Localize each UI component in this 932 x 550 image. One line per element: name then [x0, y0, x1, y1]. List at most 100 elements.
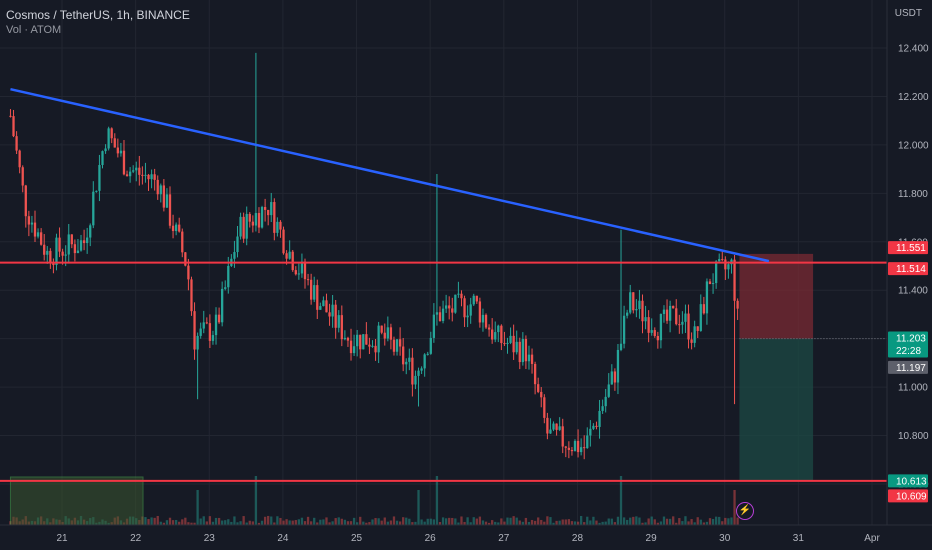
volume-bar: [687, 521, 690, 525]
candle-body: [549, 429, 552, 434]
price-tag-label: 11.551: [896, 243, 926, 254]
trendline: [10, 87, 770, 263]
candle-body: [705, 281, 709, 314]
candle-body: [147, 174, 150, 180]
volume-bar: [208, 516, 212, 525]
candle-body: [328, 312, 331, 317]
candle-body: [377, 325, 380, 353]
volume-bar: [340, 518, 343, 525]
volume-bar: [368, 522, 371, 525]
volume-bar: [527, 521, 531, 525]
candle-body: [380, 325, 383, 333]
candle-body: [481, 314, 485, 323]
volume-bar: [570, 521, 574, 525]
candle-body: [696, 326, 699, 331]
candle-body: [564, 446, 567, 448]
volume-bar: [730, 517, 733, 525]
volume-bar: [214, 517, 218, 525]
candle-body: [227, 265, 230, 288]
volume-bar: [187, 522, 190, 525]
time-tick-label: 24: [277, 533, 289, 544]
candle-body: [693, 326, 696, 343]
candle-body: [708, 281, 712, 285]
price-tick-label: 11.800: [898, 189, 928, 200]
candle-body: [598, 410, 601, 427]
volume-bar: [221, 520, 224, 525]
volume-bar: [650, 516, 653, 525]
volume-bar: [199, 518, 202, 525]
candle-body: [733, 259, 736, 301]
candle-body: [43, 244, 46, 255]
candle-body: [276, 221, 279, 233]
candle-body: [491, 329, 494, 340]
candle-body: [282, 229, 285, 254]
candle-body: [233, 252, 236, 259]
candle-body: [613, 371, 617, 383]
volume-bar: [359, 516, 362, 525]
candle-body: [681, 321, 684, 325]
candle-body: [18, 150, 21, 168]
candle-body: [414, 375, 417, 385]
volume-bar: [533, 520, 537, 525]
candle-body: [171, 225, 175, 232]
volume-bar: [279, 517, 282, 525]
candle-body: [540, 391, 543, 398]
volume-bar: [389, 520, 393, 525]
candle-body: [607, 384, 610, 397]
volume-bar: [718, 516, 721, 525]
candle-body: [15, 136, 18, 151]
volume-bar: [297, 519, 301, 525]
candle-body: [555, 423, 558, 430]
candle-body: [279, 221, 282, 230]
volume-bar: [211, 521, 215, 525]
price-tick-label: 12.000: [898, 140, 929, 151]
volume-bar: [444, 518, 448, 525]
volume-bar: [736, 517, 739, 525]
volume-bar: [595, 520, 598, 525]
price-tag: [888, 241, 928, 255]
volume-bar: [174, 519, 178, 525]
volume-bar: [592, 516, 595, 525]
volume-bar: [405, 517, 408, 525]
volume-bar: [362, 521, 365, 525]
candle-body: [576, 440, 580, 453]
candle-body: [73, 244, 77, 254]
candle-body: [263, 207, 267, 210]
candle-body: [718, 259, 721, 262]
candle-body: [92, 191, 95, 226]
volume-bar: [549, 517, 552, 525]
volume-bar: [352, 517, 356, 525]
candle-body: [561, 426, 564, 447]
candle-body: [668, 305, 672, 321]
volume-bar: [573, 521, 577, 525]
volume-bar: [438, 522, 442, 525]
candle-body: [291, 251, 294, 271]
price-tag-label: 10.609: [896, 491, 927, 502]
price-tick-label: 12.400: [898, 44, 929, 55]
candle-body: [24, 185, 27, 217]
volume-bar: [426, 518, 429, 525]
volume-bar: [343, 519, 347, 525]
candle-body: [132, 170, 135, 172]
time-tick-label: 27: [498, 533, 510, 544]
candle-body: [9, 115, 12, 117]
stop-loss-zone: [739, 253, 814, 339]
price-tag-label: 11.197: [896, 363, 926, 374]
lightning-icon[interactable]: ⚡: [736, 502, 754, 520]
candle-body: [586, 435, 589, 449]
volume-bar: [555, 520, 558, 525]
volume-bar: [518, 520, 521, 525]
price-tag: [888, 360, 928, 374]
volume-bar: [322, 519, 325, 525]
candle-body: [389, 327, 393, 340]
candle-body: [202, 322, 205, 329]
candle-body: [405, 361, 408, 365]
candle-body: [497, 325, 500, 333]
candle-body: [487, 327, 491, 330]
volume-bar: [288, 520, 291, 525]
candle-body: [33, 222, 37, 237]
candle-body: [325, 300, 328, 313]
volume-bar: [193, 522, 196, 525]
volume-bar: [276, 516, 279, 525]
